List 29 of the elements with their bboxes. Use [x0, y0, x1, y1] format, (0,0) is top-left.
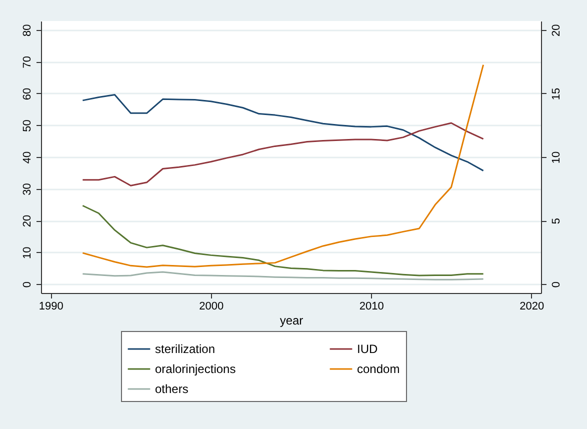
x-axis-title: year: [280, 314, 304, 328]
legend-label: oralorinjections: [155, 362, 236, 376]
y-tick-label: 10: [22, 246, 34, 259]
y-tick-label: 40: [22, 151, 34, 164]
y-tick-label: 20: [22, 214, 34, 228]
y-tick-label: 60: [22, 88, 34, 100]
y-tick-label: 30: [22, 183, 34, 196]
y2-tick-label: 20: [550, 24, 562, 37]
x-tick-label: 1990: [38, 300, 64, 312]
x-tick-label: 2010: [359, 300, 384, 312]
y-tick-label: 0: [22, 282, 34, 288]
legend-label: IUD: [357, 342, 378, 356]
legend-label: sterilization: [155, 342, 216, 356]
y-tick-label: 50: [22, 120, 34, 132]
legend-label: others: [155, 382, 188, 396]
line-series: [82, 122, 484, 186]
y2-tick-label: 5: [550, 218, 562, 224]
y-tick-label: 80: [22, 24, 34, 37]
line-series: [82, 204, 484, 276]
x-tick-label: 2020: [520, 300, 544, 312]
y2-tick-label: 10: [550, 151, 562, 164]
line-series: [82, 94, 484, 172]
x-tick-label: 2000: [199, 300, 224, 312]
line-series: [82, 64, 484, 268]
y-tick-label: 70: [22, 56, 34, 68]
line-series: [82, 271, 484, 280]
legend-label: condom: [357, 362, 400, 376]
y2-tick-label: 15: [550, 88, 562, 100]
y2-tick-label: 0: [550, 282, 562, 288]
